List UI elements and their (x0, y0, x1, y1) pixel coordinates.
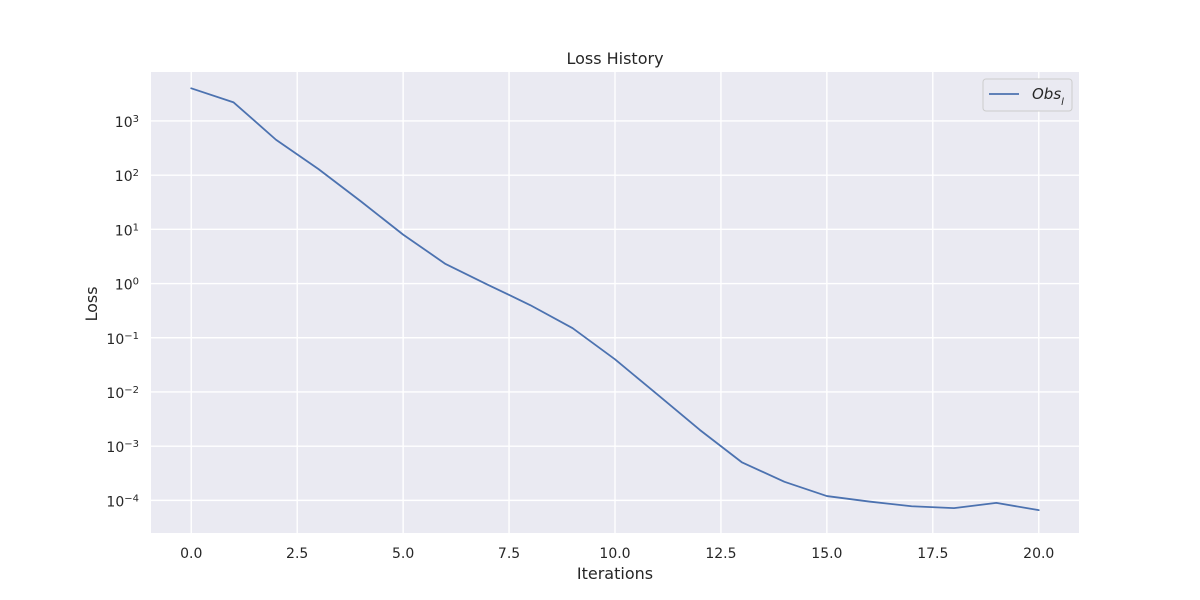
x-tick-labels: 0.0 2.5 5.0 7.5 10.0 12.5 15.0 17.5 20.0 (180, 546, 1054, 562)
x-tick-label: 17.5 (917, 546, 948, 562)
y-axis-label: Loss (82, 286, 101, 321)
x-tick-label: 5.0 (392, 546, 414, 562)
chart-title: Loss History (566, 49, 663, 68)
legend-label-sub: l (1061, 97, 1064, 108)
y-tick-label: 10−3 (106, 439, 139, 457)
x-tick-label: 12.5 (705, 546, 736, 562)
x-tick-label: 10.0 (599, 546, 630, 562)
series-line (190, 87, 1040, 512)
y-tick-label: 10−2 (106, 384, 139, 402)
legend-label-base: Obs (1032, 85, 1061, 103)
legend: Obsl (982, 78, 1073, 112)
legend-box (982, 78, 1073, 112)
y-tick-label: 102 (115, 168, 139, 186)
y-tick-label: 100 (115, 276, 139, 294)
legend-label: Obsl (1032, 85, 1064, 108)
x-tick-label: 0.0 (180, 546, 202, 562)
x-gridlines (190, 72, 1040, 533)
x-tick-label: 2.5 (286, 546, 308, 562)
x-tick-label: 15.0 (811, 546, 842, 562)
y-tick-label: 10−4 (106, 493, 139, 511)
x-tick-label: 7.5 (498, 546, 520, 562)
y-tick-label: 103 (115, 113, 139, 131)
y-tick-label: 10−1 (106, 330, 139, 348)
x-tick-label: 20.0 (1023, 546, 1054, 562)
y-gridlines (151, 120, 1079, 502)
series-layer (190, 87, 1040, 512)
y-tick-label: 101 (115, 222, 139, 240)
x-axis-label: Iterations (577, 564, 653, 583)
y-tick-labels: 103 102 101 100 10−1 10−2 10−3 10−4 (106, 113, 139, 510)
